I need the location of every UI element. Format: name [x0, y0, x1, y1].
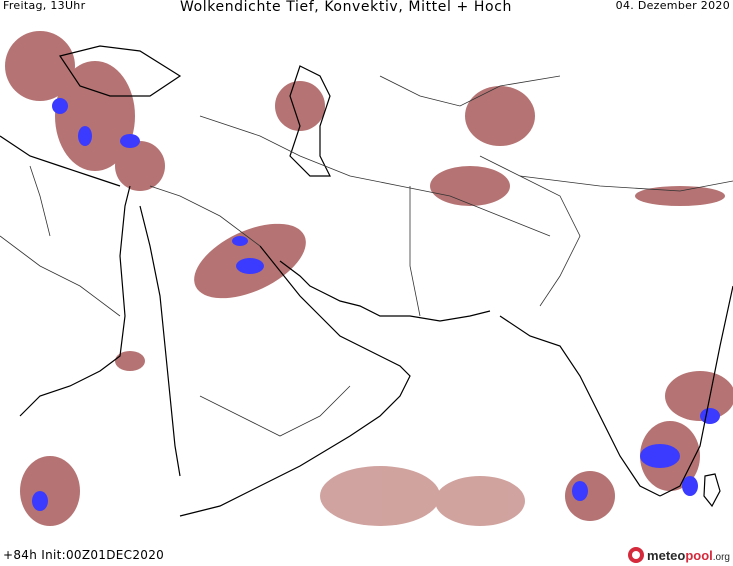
map-title: Wolkendichte Tief, Konvektiv, Mittel + H…: [180, 0, 512, 15]
cloud-patch: [275, 81, 325, 131]
run-info: +84h Init:00Z01DEC2020: [3, 548, 165, 562]
convective-areas: [32, 98, 720, 511]
persian-gulf-coast: [179, 245, 411, 517]
black-sea: [59, 45, 182, 97]
cloud-patch: [115, 141, 165, 191]
convective-area: [236, 258, 264, 274]
sri-lanka: [703, 473, 721, 508]
convective-area: [572, 481, 588, 501]
border: [149, 185, 261, 247]
cloud-patch: [115, 351, 145, 371]
convective-area: [120, 134, 140, 148]
meteopool-logo[interactable]: meteopool.org: [628, 545, 730, 565]
border: [29, 165, 51, 237]
border: [479, 155, 581, 307]
cloud-patch: [465, 86, 535, 146]
convective-area: [52, 98, 68, 114]
cloud-patch: [430, 166, 510, 206]
meteopool-logo-icon: [628, 547, 645, 563]
convective-area: [32, 491, 48, 511]
meteopool-logo-text: meteopool.org: [647, 547, 730, 563]
cloud-patch: [665, 371, 733, 421]
convective-area: [682, 476, 698, 496]
cloud-patch: [635, 186, 725, 206]
cloud-patches: [5, 31, 733, 526]
country-borders: [0, 75, 733, 437]
border: [199, 385, 351, 437]
forecast-valid-time: Freitag, 13Uhr: [3, 0, 86, 12]
india-west-coast: [499, 315, 661, 497]
cloud-patch: [565, 471, 615, 521]
border: [199, 115, 551, 237]
cloud-patches-light: [320, 466, 525, 526]
coastlines: [0, 45, 733, 517]
cloud-patch: [20, 456, 80, 526]
cloud-density-map: [0, 31, 733, 526]
border: [519, 175, 733, 192]
convective-area: [78, 126, 92, 146]
caspian-sea: [289, 65, 331, 177]
convective-area: [640, 444, 680, 468]
convective-area: [232, 236, 248, 246]
gulf-north-coast: [279, 260, 491, 322]
cloud-patch: [320, 466, 440, 526]
mediterranean-coast: [0, 135, 121, 187]
border: [379, 75, 561, 107]
cloud-patch: [55, 61, 135, 171]
red-sea-east-coast: [139, 205, 181, 477]
red-sea-west-coast: [19, 185, 131, 417]
forecast-date: 04. Dezember 2020: [615, 0, 730, 12]
cloud-patch: [435, 476, 525, 526]
border: [409, 186, 421, 317]
border: [0, 235, 121, 317]
india-east-coast: [659, 285, 733, 497]
convective-area: [700, 408, 720, 424]
cloud-patch: [5, 31, 75, 101]
